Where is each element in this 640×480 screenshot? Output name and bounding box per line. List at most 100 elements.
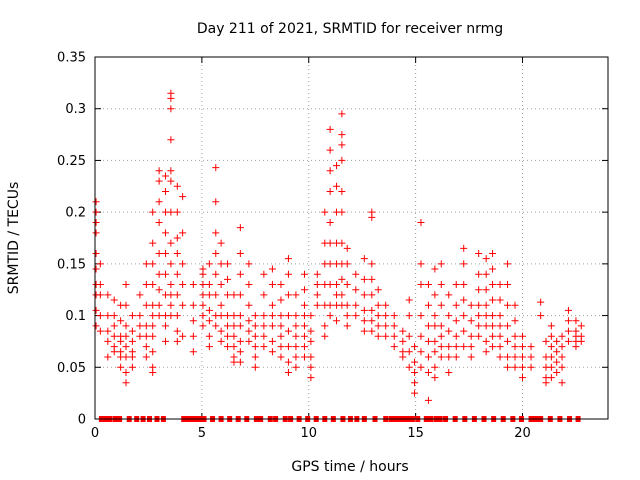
data-point	[136, 332, 144, 340]
data-point	[496, 343, 504, 351]
data-point	[260, 343, 268, 351]
data-point	[189, 332, 197, 340]
data-point	[179, 193, 187, 201]
data-point	[511, 343, 519, 351]
data-point	[411, 343, 419, 351]
data-point	[236, 312, 244, 320]
data-point	[149, 208, 157, 216]
data-point	[475, 312, 483, 320]
data-point	[399, 327, 407, 335]
data-point	[445, 312, 453, 320]
data-point	[268, 301, 276, 309]
data-point	[577, 322, 585, 330]
data-point	[313, 301, 321, 309]
data-point	[136, 312, 144, 320]
data-point	[307, 337, 315, 345]
data-point	[189, 281, 197, 289]
data-point	[482, 286, 490, 294]
data-point	[558, 343, 566, 351]
data-point	[431, 374, 439, 382]
data-point	[326, 167, 334, 175]
data-point	[333, 317, 341, 325]
data-point	[338, 141, 346, 149]
data-point	[352, 270, 360, 278]
data-point	[162, 187, 170, 195]
data-point	[368, 327, 376, 335]
data-point	[326, 312, 334, 320]
data-point	[300, 322, 308, 330]
data-point	[343, 281, 351, 289]
data-point	[217, 260, 225, 268]
data-point	[504, 260, 512, 268]
data-point	[205, 260, 213, 268]
data-point	[292, 322, 300, 330]
data-point	[292, 291, 300, 299]
data-point	[496, 296, 504, 304]
data-point	[251, 312, 259, 320]
data-point	[230, 312, 238, 320]
data-point	[504, 353, 512, 361]
data-point	[167, 208, 175, 216]
data-point	[224, 275, 232, 283]
data-point	[230, 332, 238, 340]
x-tick-label: 10	[300, 426, 317, 441]
data-point	[149, 260, 157, 268]
data-point	[564, 337, 572, 345]
data-point	[155, 301, 163, 309]
data-point	[199, 291, 207, 299]
data-point	[155, 286, 163, 294]
data-point	[547, 363, 555, 371]
data-point	[489, 332, 497, 340]
data-point	[452, 281, 460, 289]
data-point	[475, 270, 483, 278]
data-point	[167, 94, 175, 102]
data-point	[173, 208, 181, 216]
data-point	[245, 281, 253, 289]
data-point	[326, 260, 334, 268]
data-point	[343, 322, 351, 330]
data-point	[511, 363, 519, 371]
data-point	[122, 332, 130, 340]
data-point	[475, 301, 483, 309]
data-point	[167, 312, 175, 320]
data-point	[173, 234, 181, 242]
data-point	[277, 322, 285, 330]
data-point	[217, 327, 225, 335]
data-point	[577, 337, 585, 345]
data-point	[236, 224, 244, 232]
data-point	[437, 301, 445, 309]
data-point	[230, 358, 238, 366]
data-point	[128, 353, 136, 361]
data-point	[142, 353, 150, 361]
data-point	[390, 332, 398, 340]
data-point	[572, 317, 580, 325]
data-point	[504, 322, 512, 330]
data-point	[360, 275, 368, 283]
data-point	[452, 301, 460, 309]
data-point	[284, 312, 292, 320]
data-point	[260, 322, 268, 330]
data-point	[92, 306, 100, 314]
data-point	[212, 198, 220, 206]
data-point	[467, 317, 475, 325]
data-point	[179, 260, 187, 268]
data-point	[122, 353, 130, 361]
data-point	[382, 312, 390, 320]
data-point	[155, 312, 163, 320]
data-point	[460, 343, 468, 351]
data-point	[277, 343, 285, 351]
data-point	[489, 343, 497, 351]
data-point	[307, 374, 315, 382]
data-point	[173, 327, 181, 335]
data-point	[338, 291, 346, 299]
data-point	[496, 322, 504, 330]
data-point	[553, 348, 561, 356]
data-point	[326, 125, 334, 133]
data-point	[155, 167, 163, 175]
data-point	[149, 368, 157, 376]
data-point	[352, 301, 360, 309]
x-tick-label: 20	[514, 426, 531, 441]
data-point	[537, 298, 545, 306]
data-point	[300, 343, 308, 351]
data-point	[199, 281, 207, 289]
